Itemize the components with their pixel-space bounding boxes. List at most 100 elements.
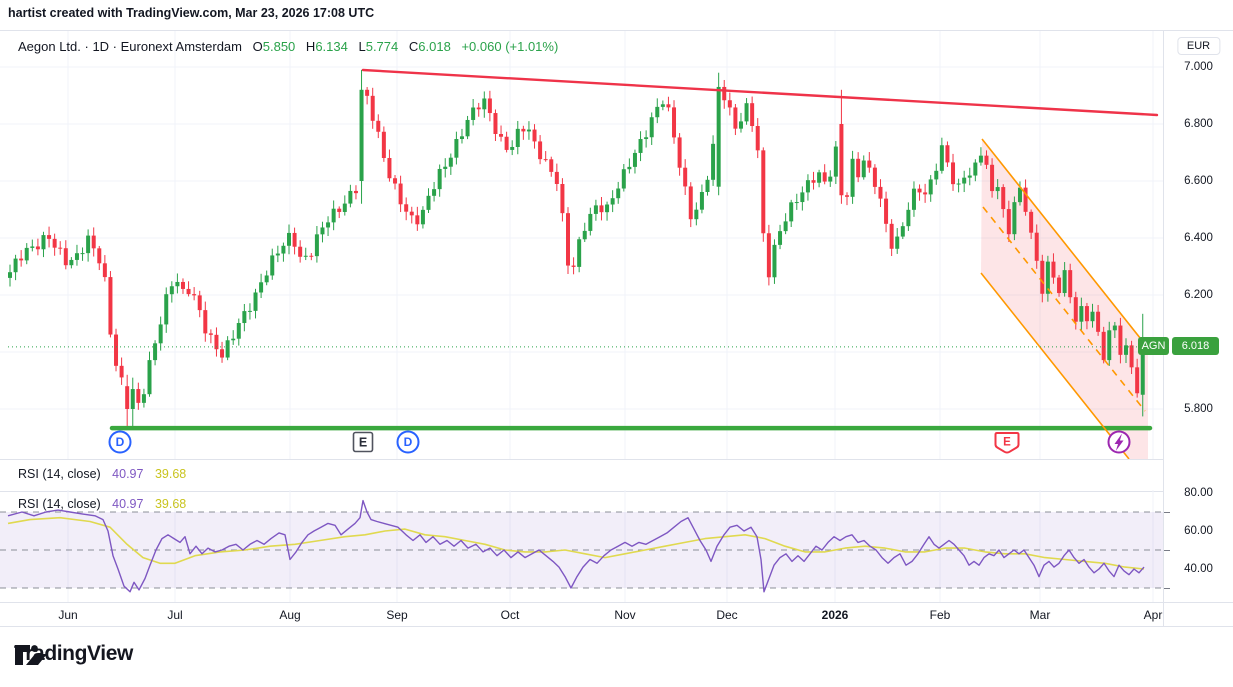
candle-body (459, 136, 464, 140)
time-tick-label: Mar (1029, 608, 1051, 622)
indicator-pane-header: RSI (14, close) 40.97 39.68 (0, 459, 1163, 492)
candle-body (454, 139, 459, 158)
candle-body (192, 294, 197, 296)
candle-body (811, 180, 816, 183)
price-tick-label: 6.200 (1184, 289, 1213, 301)
candle-body (839, 124, 844, 196)
candle-body (967, 175, 972, 178)
time-tick-label: Feb (929, 608, 951, 622)
candle-body (672, 107, 677, 138)
candle-body (353, 190, 358, 194)
candle-body (861, 160, 866, 178)
candle-body (716, 86, 721, 187)
candle-body (1090, 311, 1095, 322)
candle-body (381, 131, 386, 158)
time-tick-label: Apr (1143, 608, 1163, 622)
price-tick-label: 7.000 (1184, 61, 1213, 73)
candle-body (409, 211, 414, 216)
rsi-chart[interactable] (0, 490, 1163, 602)
candle-body (314, 234, 319, 257)
rsi-legend-top[interactable]: RSI (14, close) 40.97 39.68 (18, 467, 186, 481)
candle-body (895, 236, 900, 249)
candle-body (443, 166, 448, 169)
candle-body (41, 235, 46, 250)
candle-body (186, 288, 191, 295)
candle-body (13, 258, 18, 273)
rsi-tick-label: 40.00 (1184, 563, 1213, 575)
rsi-line (7, 499, 1145, 593)
tradingview-logo[interactable]: TradingView (14, 642, 133, 666)
candle-body (543, 159, 548, 161)
candle-body (119, 365, 124, 378)
candle-body (203, 310, 208, 334)
candle-body (130, 389, 135, 409)
candle-body (750, 103, 755, 127)
candle-body (74, 253, 79, 260)
candle-body (962, 177, 967, 184)
price-pane[interactable]: D E D E Aegon Ltd. · 1D · Euronext Amsterda… (0, 31, 1163, 459)
time-tick-label: Sep (386, 608, 408, 622)
candle-body (231, 338, 236, 341)
candle-body (566, 213, 570, 266)
candle-body (1101, 331, 1106, 361)
candle-body (699, 192, 704, 210)
candle-body (744, 103, 749, 122)
event-marker-bolt[interactable] (1107, 430, 1131, 454)
candle-body (1107, 330, 1112, 361)
candle-body (878, 186, 883, 199)
time-axis-corner (1164, 602, 1233, 627)
candle-body (52, 238, 57, 248)
candle-body (526, 129, 531, 132)
candle-body (1073, 297, 1078, 322)
candle-body (1079, 306, 1084, 322)
candle-body (370, 95, 375, 121)
candle-body (956, 183, 961, 185)
candle-body (995, 187, 1000, 192)
rsi-legend-pane[interactable]: RSI (14, close) 40.97 39.68 (18, 497, 186, 511)
candle-body (114, 334, 119, 366)
svg-text:E: E (359, 436, 367, 450)
candle-body (58, 247, 63, 249)
event-marker-D[interactable]: D (108, 430, 132, 454)
rsi-pane[interactable]: RSI (14, close) 40.97 39.68 (0, 490, 1163, 602)
candle-body (588, 213, 593, 231)
channel-fill (981, 139, 1148, 459)
time-tick-label: Aug (279, 608, 301, 622)
candle-body (1045, 261, 1050, 294)
time-tick-label: 2026 (821, 608, 849, 622)
candle-body (326, 222, 331, 228)
candle-body (683, 167, 688, 187)
candle-body (649, 117, 654, 138)
event-marker-D[interactable]: D (396, 430, 420, 454)
event-marker-E[interactable]: E (994, 432, 1020, 454)
candle-body (694, 209, 699, 220)
rsi-ma-value: 39.68 (154, 497, 187, 511)
candle-body (236, 323, 241, 339)
candle-body (164, 294, 169, 325)
time-axis[interactable]: Jun Jul Aug Sep Oct Nov Dec 2026 Feb Mar Apr (0, 602, 1163, 627)
candle-body (711, 143, 716, 180)
candle-body (666, 104, 671, 108)
event-marker-E[interactable]: E (352, 431, 374, 453)
candle-body (923, 192, 928, 195)
candle-body (225, 340, 230, 358)
candle-body (510, 146, 515, 150)
candle-body (828, 176, 833, 182)
candle-body (158, 324, 163, 344)
candle-body (1068, 270, 1073, 298)
candle-body (554, 171, 559, 184)
candle-body (906, 209, 911, 227)
candle-body (69, 259, 74, 266)
rsi-axis[interactable]: 80.00 60.00 40.00 (1164, 487, 1233, 602)
symbol-legend[interactable]: Aegon Ltd. · 1D · Euronext Amsterdam O5.… (18, 39, 558, 54)
candle-body (549, 159, 554, 172)
candle-body (376, 120, 381, 132)
candle-body (1129, 345, 1134, 368)
candle-body (1062, 270, 1067, 294)
candle-body (973, 162, 978, 176)
candle-body (1023, 187, 1028, 212)
candle-body (30, 246, 35, 248)
low-value: 5.774 (365, 39, 399, 54)
